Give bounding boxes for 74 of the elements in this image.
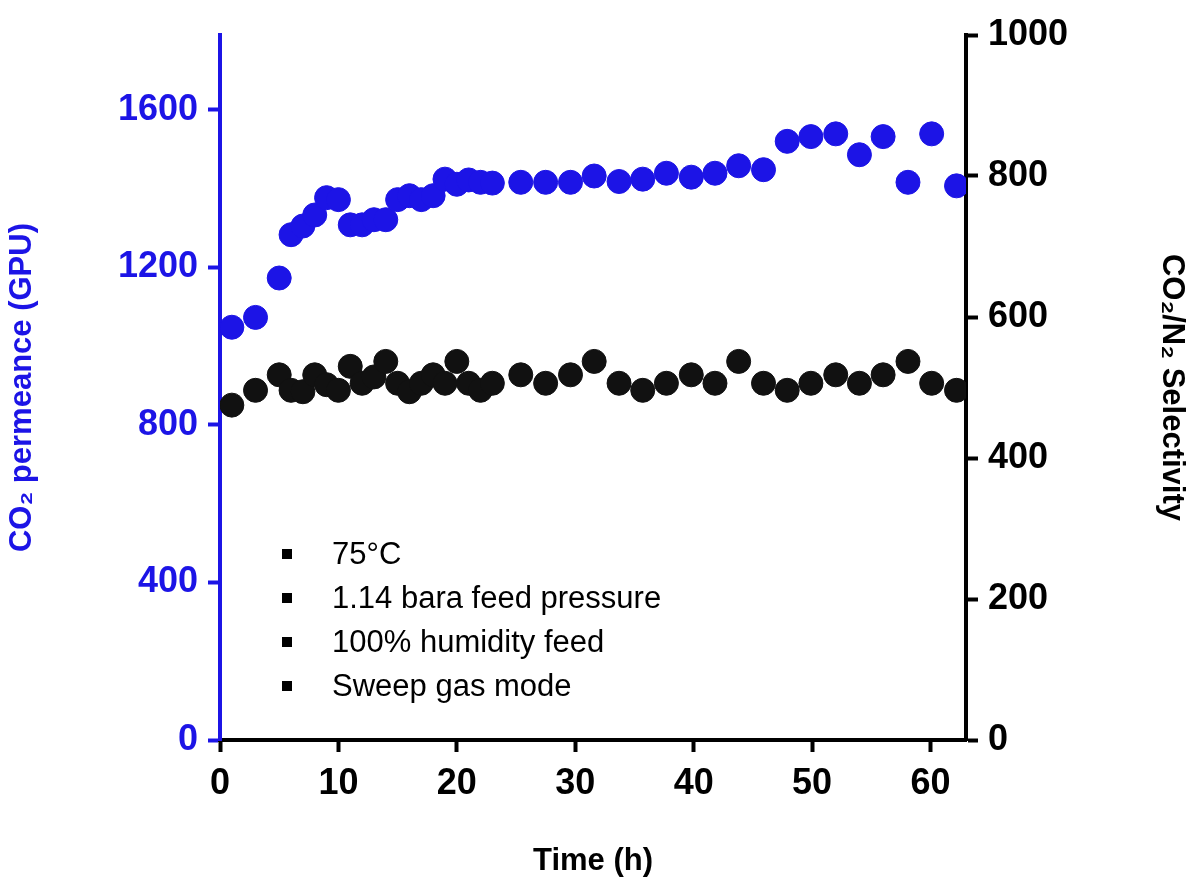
point — [558, 362, 583, 388]
annotation: 75°C — [332, 535, 402, 573]
point — [479, 370, 505, 396]
point — [846, 142, 872, 168]
y2-tick-label: 800 — [988, 152, 1049, 194]
point — [919, 121, 945, 147]
point — [606, 370, 632, 396]
point — [798, 370, 824, 396]
point — [846, 370, 872, 396]
point — [678, 362, 704, 388]
point — [508, 169, 534, 195]
point — [823, 362, 849, 388]
point — [508, 362, 534, 388]
point — [726, 153, 752, 179]
point — [558, 169, 583, 195]
point — [870, 362, 896, 388]
point — [581, 163, 607, 189]
point — [774, 377, 800, 403]
x-tick-label: 60 — [910, 760, 951, 802]
point — [702, 370, 728, 396]
x-axis-title: Time (h) — [533, 841, 653, 877]
point — [895, 348, 921, 374]
point — [653, 160, 679, 186]
annotation: 1.14 bara feed pressure — [332, 579, 662, 617]
point — [533, 169, 559, 195]
point — [919, 370, 945, 396]
point — [325, 377, 351, 403]
point — [243, 304, 269, 330]
point — [581, 348, 607, 374]
point — [302, 202, 328, 228]
point — [870, 124, 896, 150]
point — [533, 370, 559, 396]
y-tick-label: 400 — [137, 559, 198, 601]
y2-tick-label: 0 — [988, 716, 1009, 758]
x-tick-label: 50 — [792, 760, 833, 802]
y2-axis-title: CO₂/N₂ Selectivity — [1155, 253, 1191, 522]
y-tick-label: 1200 — [117, 244, 198, 286]
point — [432, 370, 458, 396]
annotation: Sweep gas mode — [332, 667, 572, 705]
point — [420, 183, 446, 209]
y2-tick-label: 200 — [988, 575, 1049, 617]
point — [702, 160, 728, 186]
y-tick-label: 1600 — [117, 86, 198, 128]
y-axis-title: CO₂ permeance (GPU) — [3, 222, 39, 553]
y2-tick-label: 1000 — [988, 11, 1069, 53]
point — [653, 370, 679, 396]
point — [774, 128, 800, 154]
x-tick-label: 0 — [209, 760, 231, 802]
point — [630, 377, 656, 403]
point — [678, 164, 704, 190]
point — [823, 121, 849, 147]
point — [444, 348, 470, 374]
point — [798, 124, 824, 150]
annotation: 100% humidity feed — [332, 623, 605, 661]
x-tick-label: 20 — [436, 760, 477, 802]
point — [373, 348, 399, 374]
point — [751, 370, 777, 396]
y-tick-label: 800 — [137, 401, 198, 443]
point — [606, 169, 632, 195]
point — [266, 265, 292, 291]
x-tick-label: 40 — [673, 760, 714, 802]
y2-tick-label: 400 — [988, 434, 1049, 476]
x-tick-label: 10 — [318, 760, 359, 802]
x-tick-label: 30 — [555, 760, 596, 802]
point — [895, 169, 921, 195]
point — [243, 377, 269, 403]
point — [751, 157, 777, 183]
point — [220, 392, 245, 418]
point — [630, 166, 656, 192]
point — [337, 353, 363, 379]
point — [220, 314, 245, 340]
y2-tick-label: 600 — [988, 293, 1049, 335]
point — [726, 348, 752, 374]
y-tick-label: 0 — [177, 716, 198, 758]
